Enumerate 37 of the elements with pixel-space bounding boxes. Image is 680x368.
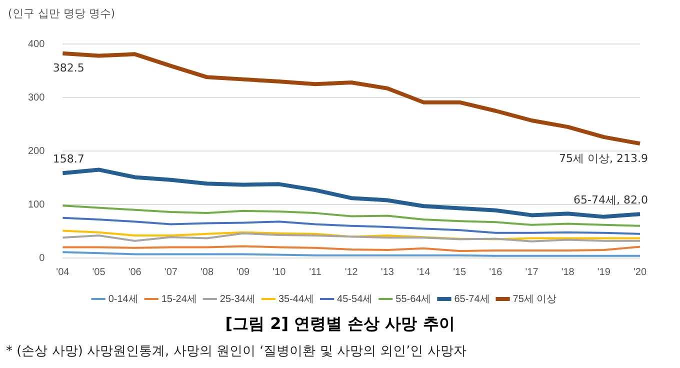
x-tick-label: '10 — [272, 266, 286, 278]
annotation: 158.7 — [52, 152, 84, 166]
x-tick-label: '17 — [525, 266, 539, 278]
legend-label: 75세 이상 — [512, 294, 557, 305]
legend-label: 45-54세 — [337, 294, 373, 305]
legend-label: 35-44세 — [278, 294, 314, 305]
x-tick-label: '20 — [633, 266, 647, 278]
x-tick-label: '12 — [344, 266, 358, 278]
x-tick-label: '16 — [489, 266, 503, 278]
y-tick-label: 100 — [28, 199, 46, 210]
text: * (손상 사망) 사망원인통계, 사망의 원인이 ‘질병이환 및 사망의 외인’인 사망자 — [6, 343, 466, 360]
annotation: 75세 이상, 213.9 — [559, 152, 648, 165]
legend-label: 25-34세 — [220, 294, 256, 305]
y-tick-label: 0 — [39, 252, 46, 264]
x-tick-label: '04 — [56, 266, 70, 278]
x-tick-label: '14 — [416, 266, 430, 278]
legend-label: 0-14세 — [108, 294, 138, 305]
y-axis-title: (인구 십만 명당 명수) — [8, 6, 116, 21]
legend-label: 55-64세 — [396, 294, 432, 305]
x-tick-label: '09 — [236, 266, 250, 278]
x-tick-label: '07 — [164, 266, 178, 278]
annotation: 65-74세, 82.0 — [574, 193, 648, 206]
x-tick-label: '11 — [309, 266, 322, 278]
x-tick-label: '13 — [380, 266, 394, 278]
legend-label: 65-74세 — [454, 294, 490, 305]
x-tick-label: '08 — [200, 266, 214, 278]
x-tick-label: '15 — [453, 266, 467, 278]
annotation: 382.5 — [52, 62, 84, 75]
y-tick-label: 300 — [28, 92, 46, 104]
y-tick-label: 400 — [28, 38, 46, 50]
y-tick-label: 200 — [28, 146, 46, 157]
x-tick-label: '18 — [561, 266, 575, 278]
x-tick-label: '06 — [128, 266, 142, 278]
x-tick-label: '05 — [92, 266, 106, 278]
legend-label: 15-24세 — [161, 294, 197, 305]
text: [그림 2] 연령별 손상 사망 추이 — [224, 314, 456, 335]
x-tick-label: '19 — [597, 266, 611, 278]
